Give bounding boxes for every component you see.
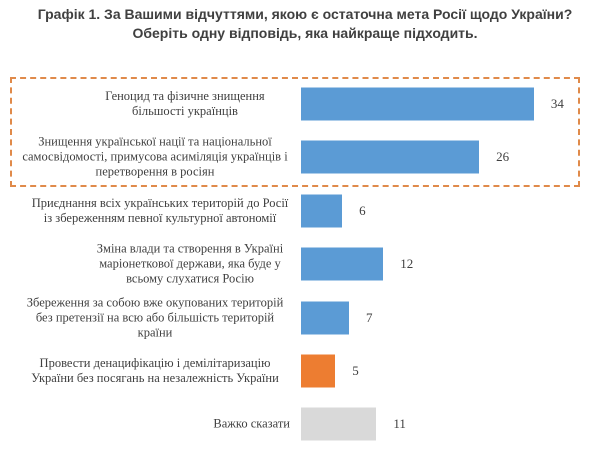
bar	[301, 354, 336, 388]
bar	[301, 247, 384, 281]
highlight-box	[10, 77, 580, 187]
value-label: 7	[365, 309, 373, 325]
category-label: Геноцид та фізичне знищення більшості ук…	[105, 89, 265, 118]
value-label: 6	[359, 202, 366, 218]
category-label: Важко сказати	[213, 416, 290, 431]
value-label: 11	[393, 416, 406, 432]
category-label: Збереження за собою вже окупованих терит…	[26, 295, 284, 340]
bar	[301, 407, 377, 441]
category-label: Зміна влади та створення в Україні маріо…	[96, 241, 284, 286]
category-label: Приєднання всіх українських територій до…	[31, 195, 289, 225]
category-label: Провести денацифікацію і демілітаризацію…	[31, 356, 279, 385]
value-label: 34	[550, 96, 564, 111]
category-label: Знищення української нації та національн…	[22, 134, 288, 179]
value-label: 26	[496, 149, 510, 165]
value-label: 12	[400, 256, 414, 272]
value-label: 5	[352, 363, 359, 378]
bar	[301, 87, 534, 121]
chart-title: Графік 1. За Вашими відчуттями, якою є о…	[37, 6, 573, 41]
bar	[301, 301, 349, 335]
bar	[301, 194, 343, 228]
bar	[301, 140, 480, 174]
